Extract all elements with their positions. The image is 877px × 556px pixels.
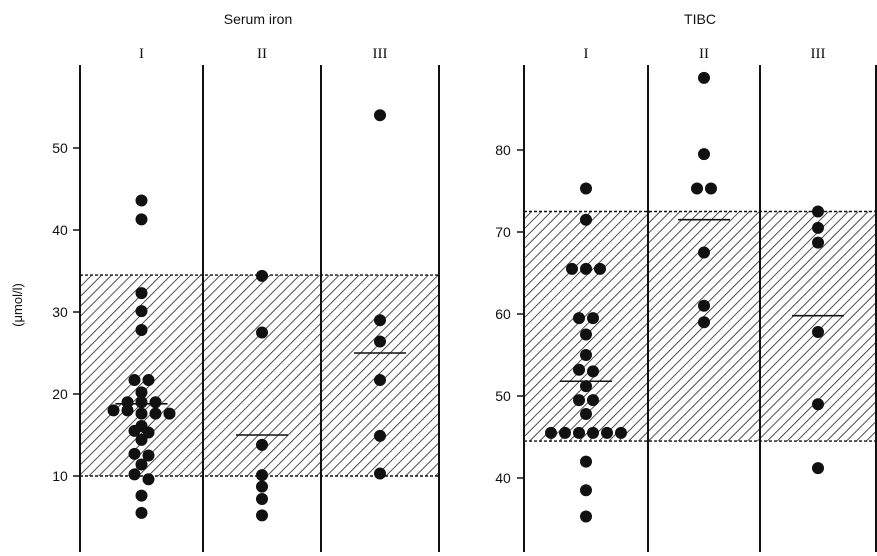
data-point: [135, 194, 148, 207]
y-tick-label: 20: [52, 386, 68, 402]
data-point: [256, 438, 268, 451]
y-tick-label: 50: [495, 388, 511, 404]
data-point: [121, 404, 134, 417]
data-point: [545, 426, 557, 439]
data-point: [705, 182, 717, 195]
data-point: [573, 363, 585, 376]
panel-title: TIBC: [684, 11, 716, 27]
data-point: [135, 407, 148, 420]
data-point: [256, 480, 268, 493]
group-label: II: [257, 46, 267, 62]
data-point: [135, 458, 148, 471]
data-point: [594, 262, 606, 275]
data-point: [559, 426, 571, 439]
data-point: [374, 374, 386, 387]
data-point: [142, 449, 155, 462]
y-tick-label: 40: [495, 470, 511, 486]
data-point: [135, 489, 148, 502]
data-point: [573, 426, 585, 439]
data-point: [256, 509, 268, 522]
data-point: [698, 71, 710, 84]
data-point: [812, 236, 824, 249]
data-point: [580, 455, 592, 468]
y-tick-label: 40: [52, 222, 68, 238]
data-point: [256, 269, 268, 282]
group-label: I: [584, 46, 589, 62]
data-point: [615, 426, 627, 439]
group-label: III: [373, 46, 388, 62]
data-point: [573, 394, 585, 407]
data-point: [698, 148, 710, 161]
data-point: [128, 424, 141, 437]
data-point: [580, 182, 592, 195]
data-point: [128, 468, 141, 481]
data-point: [374, 109, 386, 122]
data-point: [580, 213, 592, 226]
data-point: [121, 396, 134, 409]
data-point: [135, 396, 148, 409]
data-point: [135, 506, 148, 519]
data-point: [698, 316, 710, 329]
data-point: [566, 262, 578, 275]
y-tick-label: 70: [495, 224, 511, 240]
data-point: [374, 429, 386, 442]
data-point: [374, 314, 386, 327]
data-point: [135, 433, 148, 446]
data-point: [135, 287, 148, 300]
panel-title: Serum iron: [224, 11, 292, 27]
y-tick-label: 10: [52, 468, 68, 484]
data-point: [587, 312, 599, 325]
group-label: II: [699, 46, 709, 62]
data-point: [698, 246, 710, 259]
data-point: [163, 407, 176, 420]
y-tick-label: 50: [52, 140, 68, 156]
data-point: [691, 182, 703, 195]
group-label: I: [139, 46, 144, 62]
data-point: [149, 396, 162, 409]
data-point: [601, 426, 613, 439]
data-point: [128, 374, 141, 387]
data-point: [135, 213, 148, 226]
group-label: III: [811, 46, 826, 62]
y-tick-label: 30: [52, 304, 68, 320]
data-point: [812, 462, 824, 475]
data-point: [573, 312, 585, 325]
data-point: [256, 469, 268, 482]
data-point: [374, 335, 386, 348]
data-point: [580, 262, 592, 275]
data-point: [128, 447, 141, 460]
data-point: [374, 467, 386, 480]
y-tick-label: 60: [495, 306, 511, 322]
data-point: [107, 404, 120, 417]
y-axis-label: (μmol/l): [10, 283, 25, 327]
data-point: [580, 408, 592, 421]
data-point: [812, 205, 824, 218]
data-point: [580, 510, 592, 523]
data-point: [142, 374, 155, 387]
data-point: [256, 492, 268, 505]
data-point: [812, 326, 824, 339]
data-point: [580, 484, 592, 497]
data-point: [580, 380, 592, 393]
data-point: [580, 349, 592, 361]
data-point: [698, 299, 710, 312]
data-point: [587, 394, 599, 407]
data-point: [812, 221, 824, 234]
y-tick-label: 80: [495, 142, 511, 158]
data-point: [587, 365, 599, 378]
data-point: [812, 398, 824, 411]
data-point: [135, 386, 148, 399]
data-point: [587, 426, 599, 439]
data-point: [135, 324, 148, 337]
data-point: [256, 326, 268, 339]
data-point: [149, 407, 162, 420]
data-point: [135, 305, 148, 318]
data-point: [580, 328, 592, 341]
data-point: [142, 473, 155, 486]
